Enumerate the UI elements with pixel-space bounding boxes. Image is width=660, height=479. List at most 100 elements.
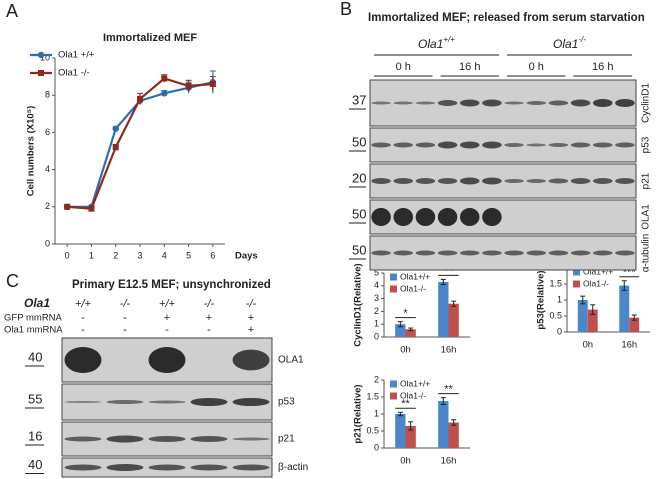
y-axis-label: CyclinD1(Relative) xyxy=(353,263,364,346)
blot-band xyxy=(459,250,480,256)
x-tick-label: 16h xyxy=(621,340,637,351)
y-tick-label: 1.5 xyxy=(366,391,379,401)
bar xyxy=(405,329,416,337)
bar xyxy=(438,281,449,337)
x-tick-label: 5 xyxy=(186,250,191,260)
genotype-gene: Ola1 xyxy=(418,37,443,51)
genotype-label: Ola1+/+ xyxy=(418,35,455,51)
bar xyxy=(438,401,449,448)
condition-value: -/- xyxy=(120,298,131,310)
legend-swatch xyxy=(573,280,580,288)
blot-title: Immortalized MEF; released from serum st… xyxy=(368,12,645,24)
y-tick-label: 1.5 xyxy=(549,278,562,288)
data-point xyxy=(185,82,192,89)
blot-band xyxy=(415,178,436,184)
blot-band xyxy=(570,99,591,107)
blot-band xyxy=(393,208,414,226)
significance-label: ** xyxy=(444,384,453,396)
x-tick-label: 6 xyxy=(210,250,215,260)
blot-band xyxy=(570,142,591,148)
bar xyxy=(405,425,416,448)
y-tick-label: 0 xyxy=(557,326,562,336)
blot-band xyxy=(615,99,635,107)
mw-label: 40 xyxy=(28,457,42,472)
blot-band xyxy=(615,250,635,256)
blot-band xyxy=(548,100,569,106)
condition-value: - xyxy=(81,312,85,324)
blot-band xyxy=(592,142,613,148)
blot-band xyxy=(437,141,458,149)
x-tick-label: 3 xyxy=(137,250,142,260)
genotype-gene: Ola1 xyxy=(553,37,578,51)
legend-label: Ola1 -/- xyxy=(58,68,90,79)
y-tick-label: 1 xyxy=(374,408,379,418)
data-point xyxy=(112,125,119,132)
x-tick-label: 0h xyxy=(400,345,411,356)
row-label: p53 xyxy=(641,136,652,153)
blot-band xyxy=(393,101,414,105)
legend-swatch xyxy=(390,380,397,388)
panel-label: A xyxy=(6,1,18,21)
blot-band xyxy=(437,100,458,106)
blot-band xyxy=(232,464,270,471)
y-tick-label: 0 xyxy=(374,442,379,452)
y-tick-label: 0.5 xyxy=(549,310,562,320)
blot-band xyxy=(526,179,547,183)
legend-label: Ola1+/+ xyxy=(583,266,613,276)
blot-band xyxy=(482,99,502,107)
panel-label: C xyxy=(6,271,19,291)
blot-band xyxy=(415,142,436,148)
genotype-sup: -/- xyxy=(578,35,586,44)
data-point xyxy=(209,81,216,88)
blot-band xyxy=(526,143,547,147)
condition-value: +/+ xyxy=(75,298,91,310)
legend-label: Ola1-/- xyxy=(400,283,426,293)
blot-band xyxy=(459,177,480,185)
x-axis-label: Days xyxy=(235,251,258,262)
y-axis-label: p53(Relative) xyxy=(536,270,547,329)
condition-label: Ola1 mmRNA xyxy=(4,325,63,336)
bar xyxy=(448,422,459,448)
y-axis-label: Cell numbers (X10⁵) xyxy=(26,106,37,197)
blot-band xyxy=(106,400,144,404)
time-label: 16 h xyxy=(459,61,480,73)
data-point xyxy=(161,90,168,97)
row-label: p53 xyxy=(278,397,295,408)
blot-band xyxy=(371,101,391,105)
row-label: OLA1 xyxy=(278,355,304,366)
row-label: β-actin xyxy=(278,462,308,473)
bar xyxy=(395,414,406,448)
blot-band xyxy=(190,436,228,442)
x-tick-label: 1 xyxy=(89,250,94,260)
blot-band xyxy=(232,437,270,441)
blot-band xyxy=(106,435,144,443)
x-tick-label: 0h xyxy=(582,340,593,351)
x-tick-label: 16h xyxy=(441,456,457,467)
mw-label: 37 xyxy=(352,92,366,107)
y-tick-label: 6 xyxy=(45,127,50,137)
y-tick-label: 0 xyxy=(374,331,379,341)
y-tick-label: 2 xyxy=(374,306,379,316)
y-tick-label: 4 xyxy=(45,164,50,174)
bar xyxy=(619,285,630,332)
condition-value: - xyxy=(123,312,127,324)
time-label: 0 h xyxy=(396,61,411,73)
significance-label: ** xyxy=(401,398,410,410)
legend-label: Ola1-/- xyxy=(400,390,426,400)
blot-band xyxy=(148,400,186,404)
blot-band xyxy=(64,347,102,373)
condition-value: - xyxy=(207,324,211,336)
y-tick-label: 2 xyxy=(45,201,50,211)
mw-label: 40 xyxy=(28,349,42,364)
blot-band xyxy=(592,178,613,184)
blot-band xyxy=(437,178,458,184)
blot-band xyxy=(437,208,458,226)
blot-band xyxy=(504,250,524,256)
legend-label: Ola1+/+ xyxy=(400,271,430,281)
blot-band xyxy=(482,141,502,149)
blot-band xyxy=(371,250,391,256)
blot-band xyxy=(459,208,480,226)
legend-label: Ola1-/- xyxy=(583,278,609,288)
x-tick-label: 0 xyxy=(65,250,70,260)
x-tick-label: 2 xyxy=(113,250,118,260)
